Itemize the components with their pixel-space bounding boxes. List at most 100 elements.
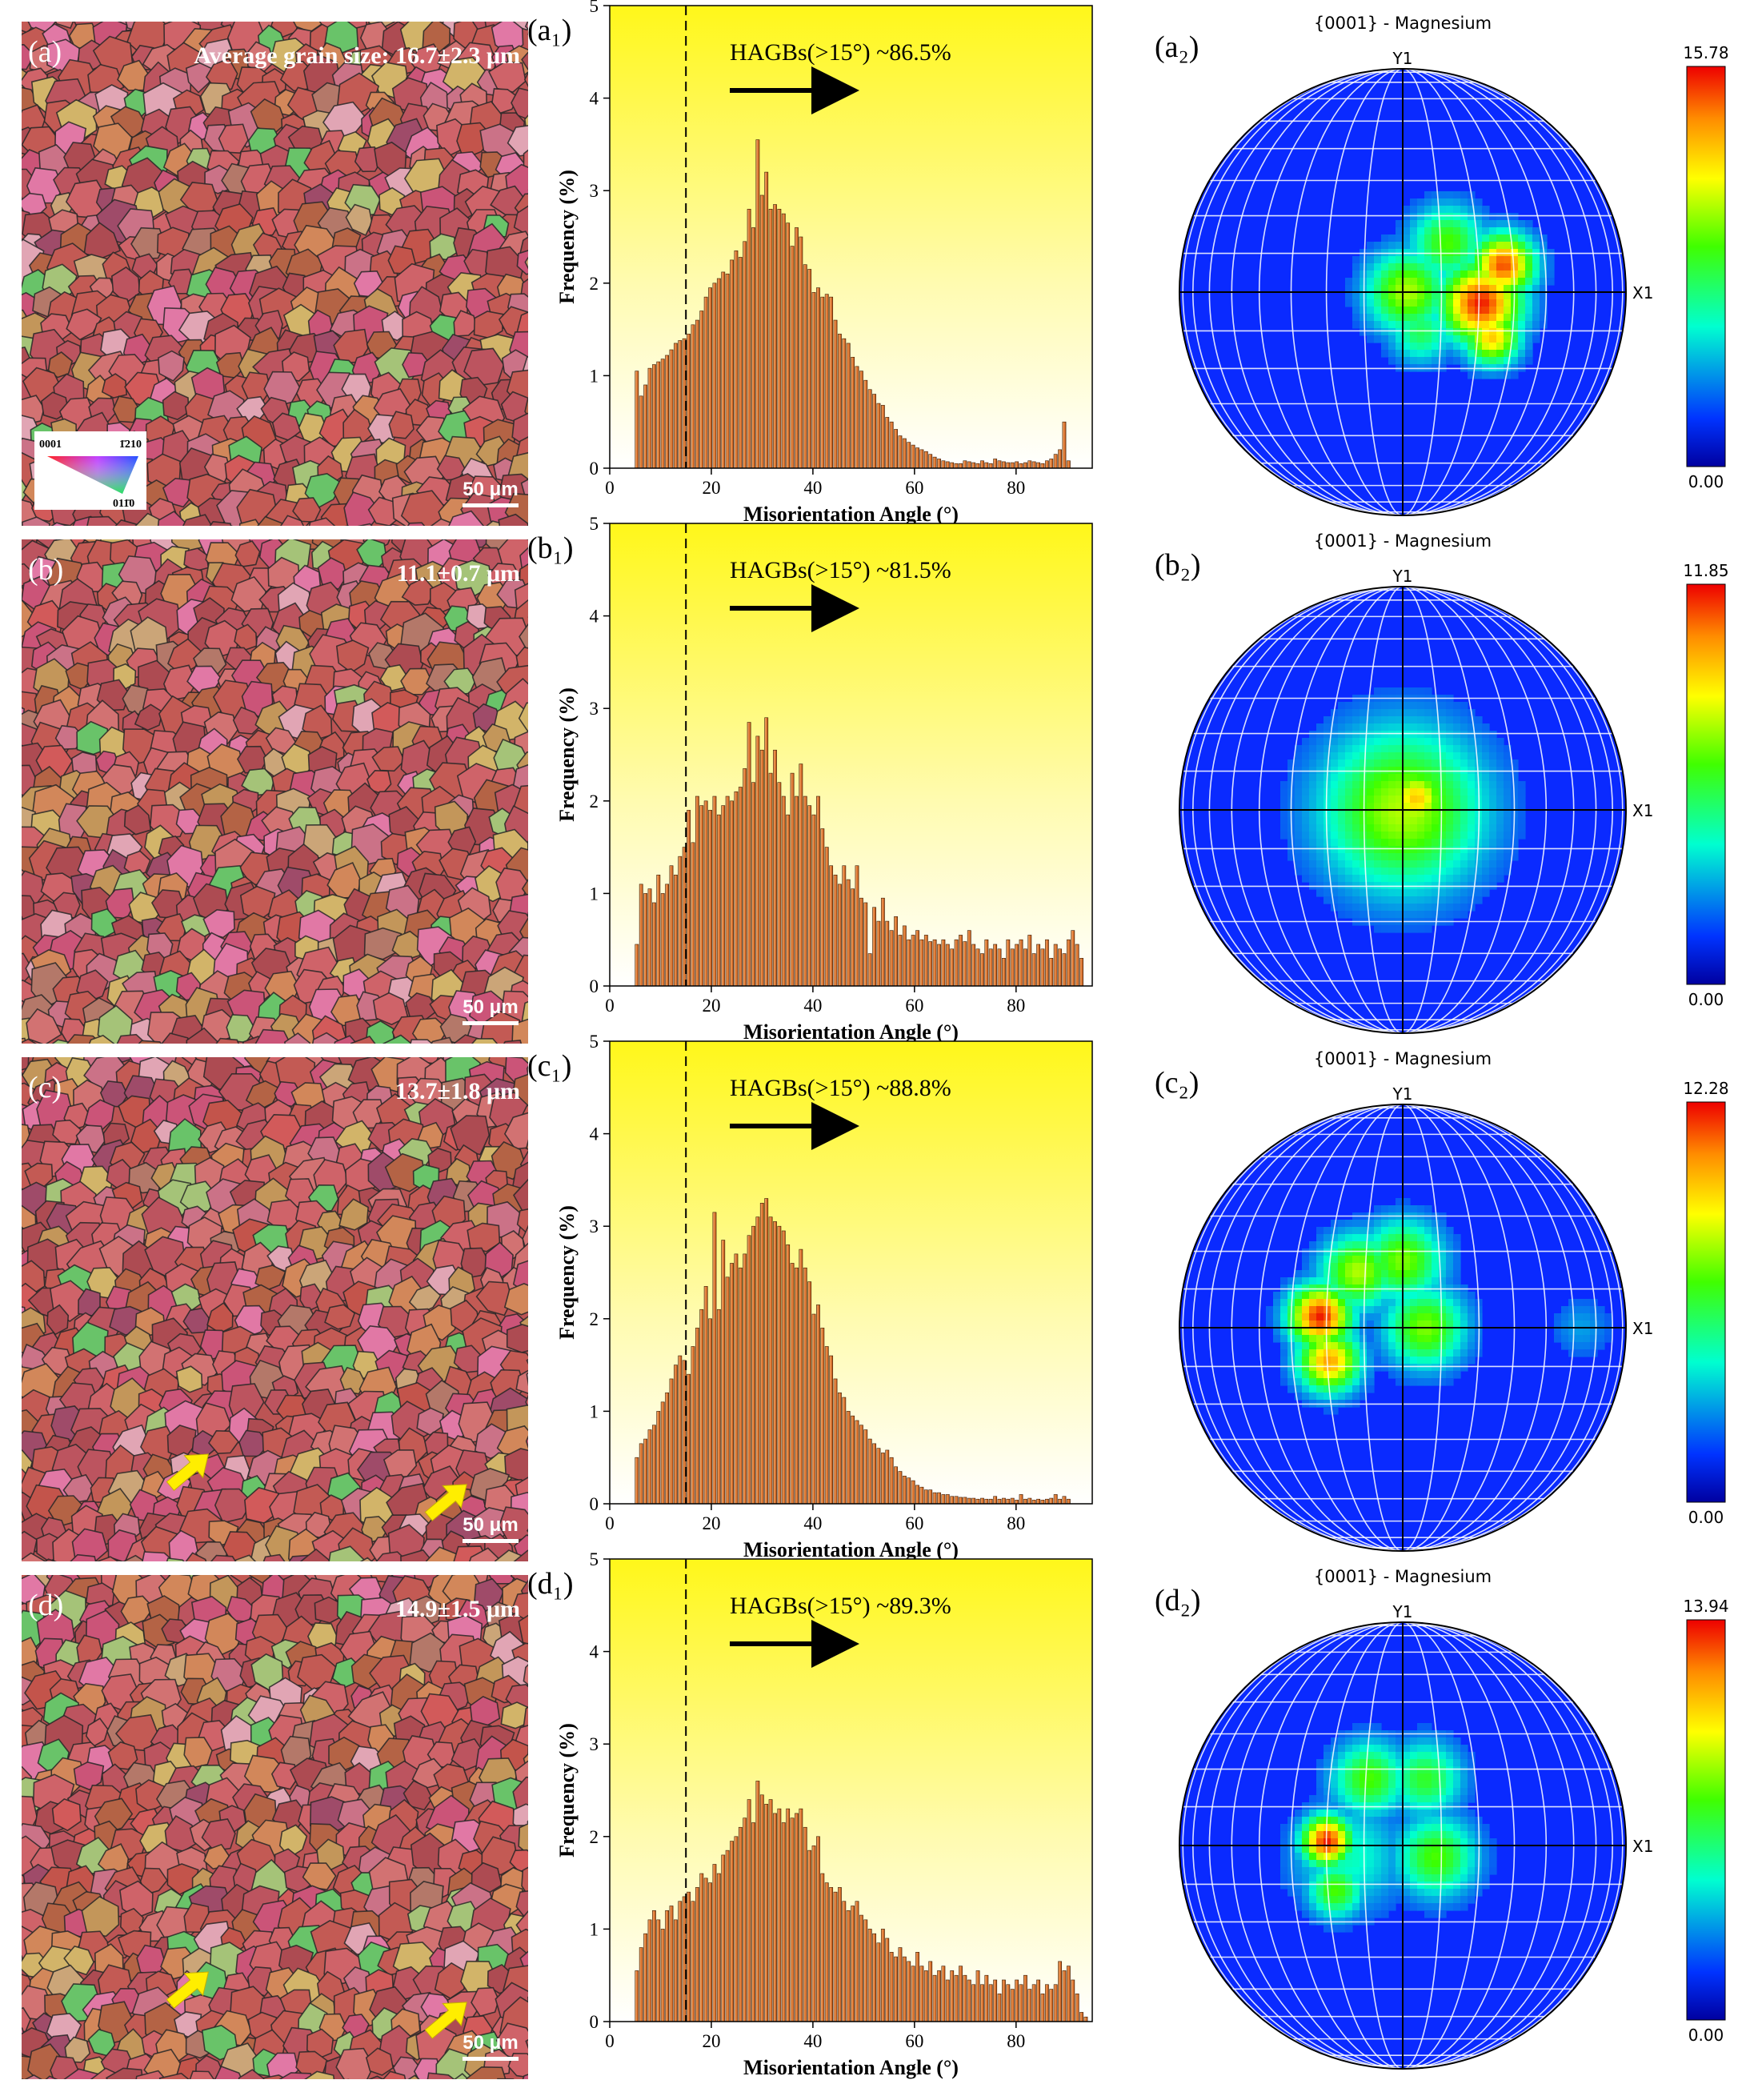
intensity-cell: [1396, 271, 1404, 279]
intensity-cell: [1360, 788, 1368, 796]
intensity-cell: [1345, 1357, 1353, 1365]
intensity-cell: [1468, 343, 1476, 351]
intensity-cell: [1396, 263, 1404, 271]
grain: [205, 58, 238, 90]
intensity-cell: [1403, 213, 1411, 221]
intensity-cell: [1388, 810, 1396, 818]
intensity-cell: [1432, 1234, 1440, 1242]
intensity-cell: [1338, 1357, 1346, 1365]
y1-axis-label: Y1: [1392, 567, 1413, 586]
grain: [116, 1033, 147, 1044]
histogram-bar: [773, 749, 777, 987]
intensity-cell: [1417, 759, 1425, 767]
intensity-cell: [1532, 307, 1540, 315]
intensity-cell: [1316, 868, 1324, 876]
intensity-cell: [1424, 846, 1432, 854]
intensity-cell: [1367, 1321, 1375, 1329]
grain: [400, 1549, 434, 1561]
intensity-cell: [1324, 868, 1332, 876]
intensity-cell: [1482, 256, 1490, 264]
histogram-bar: [807, 1281, 812, 1505]
intensity-cell: [1489, 256, 1497, 264]
intensity-cell: [1396, 1371, 1404, 1379]
intensity-cell: [1468, 839, 1476, 847]
intensity-cell: [1352, 803, 1360, 811]
intensity-cell: [1338, 731, 1346, 739]
intensity-cell: [1295, 1371, 1303, 1379]
intensity-cell: [1345, 860, 1353, 868]
intensity-cell: [1496, 846, 1504, 854]
intensity-cell: [1352, 853, 1360, 861]
intensity-cell: [1468, 853, 1476, 861]
intensity-cell: [1374, 796, 1382, 804]
intensity-cell: [1403, 350, 1411, 358]
grain: [448, 510, 485, 526]
intensity-cell: [1504, 321, 1512, 329]
intensity-cell: [1417, 925, 1425, 933]
grain: [122, 1554, 146, 1561]
intensity-cell: [1302, 1299, 1310, 1307]
intensity-cell: [1338, 1342, 1346, 1350]
intensity-cell: [1338, 1299, 1346, 1307]
intensity-cell: [1417, 832, 1425, 840]
grain: [378, 0, 416, 20]
grain: [284, 1032, 311, 1044]
intensity-cell: [1432, 846, 1440, 854]
histogram-bar: [993, 459, 998, 469]
histogram-bar: [786, 1244, 791, 1505]
intensity-cell: [1280, 1328, 1288, 1336]
intensity-cell: [1417, 271, 1425, 279]
intensity-cell: [1381, 853, 1389, 861]
intensity-cell: [1576, 1328, 1584, 1336]
histogram-bar: [803, 796, 807, 987]
intensity-cell: [1410, 738, 1418, 746]
grain: [521, 878, 528, 899]
intensity-cell: [1482, 307, 1490, 315]
intensity-cell: [1360, 1378, 1368, 1386]
histogram-bar: [988, 948, 993, 987]
grain: [540, 1681, 564, 1707]
grain: [357, 523, 373, 526]
intensity-cell: [1590, 1335, 1598, 1343]
intensity-cell: [1352, 824, 1360, 832]
intensity-cell: [1453, 745, 1461, 753]
intensity-cell: [1316, 1335, 1324, 1343]
histogram-bar: [1066, 460, 1071, 469]
pole-figure-panel-label: (a₂): [1155, 30, 1199, 64]
grain: [506, 1324, 528, 1353]
intensity-cell: [1482, 738, 1490, 746]
intensity-cell: [1374, 896, 1382, 904]
x-tick-label: 60: [905, 478, 923, 498]
intensity-cell: [1338, 889, 1346, 897]
histogram-bar: [1066, 939, 1071, 987]
intensity-cell: [1460, 796, 1468, 804]
histogram-bar: [687, 334, 691, 469]
grain: [521, 51, 528, 71]
intensity-cell: [1446, 1313, 1454, 1321]
histogram-frame: [609, 523, 1093, 987]
intensity-cell: [1352, 810, 1360, 818]
intensity-cell: [1367, 774, 1375, 782]
histogram-bar: [928, 941, 933, 987]
intensity-cell: [1453, 242, 1461, 250]
intensity-cell: [1468, 731, 1476, 739]
intensity-cell: [1374, 875, 1382, 883]
histogram-bar: [1010, 948, 1015, 987]
histogram-bar: [1006, 939, 1011, 987]
intensity-cell: [1424, 709, 1432, 717]
histogram-bar: [885, 1449, 890, 1505]
intensity-cell: [1381, 832, 1389, 840]
grain: [175, 1365, 203, 1393]
intensity-cell: [1381, 292, 1389, 300]
intensity-cell: [1324, 1385, 1332, 1393]
intensity-cell: [1374, 889, 1382, 897]
intensity-cell: [1410, 846, 1418, 854]
intensity-cell: [1352, 889, 1360, 897]
histogram-bar: [1058, 449, 1062, 469]
grain: [22, 1552, 47, 1561]
intensity-cell: [1360, 752, 1368, 760]
intensity-cell: [1424, 832, 1432, 840]
grain: [0, 813, 7, 839]
intensity-cell: [1273, 1321, 1281, 1329]
